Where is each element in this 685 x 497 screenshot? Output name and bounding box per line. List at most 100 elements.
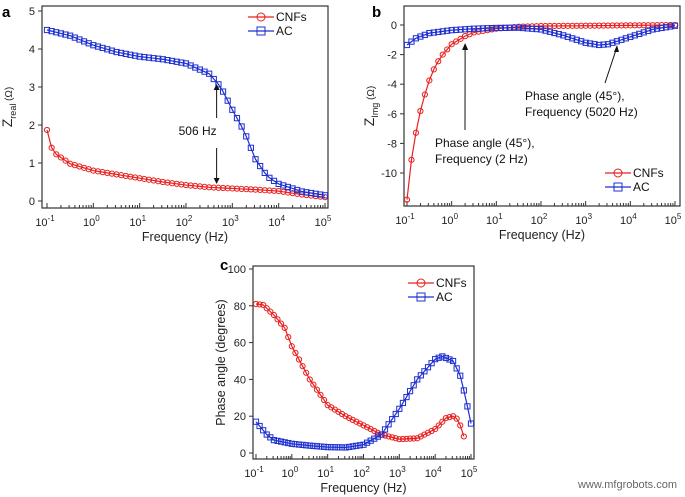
marker-AC [609,39,616,46]
marker-CNFs [424,429,432,436]
marker-CNFs [257,186,264,194]
marker-AC [317,191,324,198]
marker-CNFs [408,156,415,163]
marker-CNFs [196,183,203,190]
marker-AC [631,32,638,39]
marker-CNFs [260,301,267,309]
marker-AC [546,28,554,35]
marker-CNFs [591,22,598,29]
marker-CNFs [430,66,437,73]
marker-CNFs [457,35,464,42]
x-tick-exponent: 2 [543,212,548,221]
x-tick-label: 100 [441,212,458,227]
marker-CNFs [421,431,428,438]
marker-AC [461,26,469,33]
x-axis-label: Frequency (Hz) [499,228,585,242]
marker-CNFs [247,186,254,193]
legend-marker [256,26,266,36]
marker-CNFs [164,179,171,186]
marker-AC [604,41,612,48]
marker-AC [649,26,656,33]
x-axis-label: Frequency (Hz) [142,230,228,244]
marker-CNFs [392,435,399,442]
marker-AC [470,25,478,32]
marker-CNFs [410,435,417,442]
series-line-AC [406,25,676,46]
marker-CNFs [261,187,268,194]
marker-CNFs [448,41,455,48]
marker-CNFs [613,22,621,29]
marker-CNFs [206,184,213,191]
marker-CNFs [470,29,478,36]
x-tick-label: 100 [281,465,298,480]
marker-CNFs [288,343,295,350]
marker-AC [551,29,558,37]
marker-CNFs [310,381,317,388]
marker-AC [201,68,208,75]
marker-AC [80,38,88,45]
x-tick-label: 104 [268,214,285,229]
marker-CNFs [266,187,273,194]
marker-CNFs [573,22,580,29]
legend-label-CNFs: CNFs [276,10,307,24]
plot-frame [41,5,329,209]
marker-CNFs [219,184,227,192]
y-tick-label: 60 [234,338,246,350]
marker-AC [196,66,204,73]
marker-AC [671,22,679,29]
y-label-unit: (Ω) [4,87,15,104]
marker-CNFs [306,376,313,383]
marker-AC [426,30,433,37]
marker-AC [582,39,589,46]
marker-AC [178,59,185,66]
x-tick-label: 103 [222,214,239,229]
marker-CNFs [252,300,260,308]
marker-AC [173,58,180,65]
marker-AC [667,23,674,30]
x-tick-exponent: 0 [95,214,100,223]
y-tick-label: 3 [29,82,35,94]
marker-AC [356,442,364,449]
x-tick-exponent: -1 [408,212,416,221]
x-tick-label: 102 [531,212,548,227]
marker-CNFs [173,180,180,187]
y-tick-label: -10 [381,168,397,180]
marker-AC [460,387,467,394]
marker-AC [317,443,324,450]
marker-CNFs [367,425,374,433]
marker-AC [424,364,432,371]
x-tick-exponent: 4 [281,214,286,223]
marker-CNFs [582,22,589,29]
marker-CNFs [640,22,647,29]
marker-AC [118,49,125,57]
marker-CNFs [215,184,222,191]
x-tick-label: 105 [461,465,478,480]
series-line-CNFs [46,129,326,198]
marker-CNFs [62,157,69,164]
marker-CNFs [631,22,638,29]
marker-CNFs [569,22,576,29]
marker-CNFs [320,396,328,404]
marker-CNFs [182,181,190,189]
marker-CNFs [313,386,321,393]
marker-CNFs [460,433,467,440]
marker-AC [408,38,415,45]
annotation-line2: Frequency (5020 Hz) [525,105,638,119]
marker-AC [520,24,527,32]
marker-AC [67,32,74,39]
marker-CNFs [385,433,392,440]
marker-AC [298,188,305,195]
x-tick-exponent: 3 [588,212,593,221]
marker-CNFs [187,182,194,189]
marker-AC [457,372,464,379]
marker-AC [169,57,176,65]
marker-AC [275,180,282,188]
series-line-AC [255,355,472,449]
series-line-CNFs [406,24,676,200]
marker-AC [292,441,299,448]
marker-CNFs [43,126,51,134]
marker-AC [640,29,647,36]
y-label-sub: real [8,104,18,119]
marker-CNFs [201,183,208,190]
